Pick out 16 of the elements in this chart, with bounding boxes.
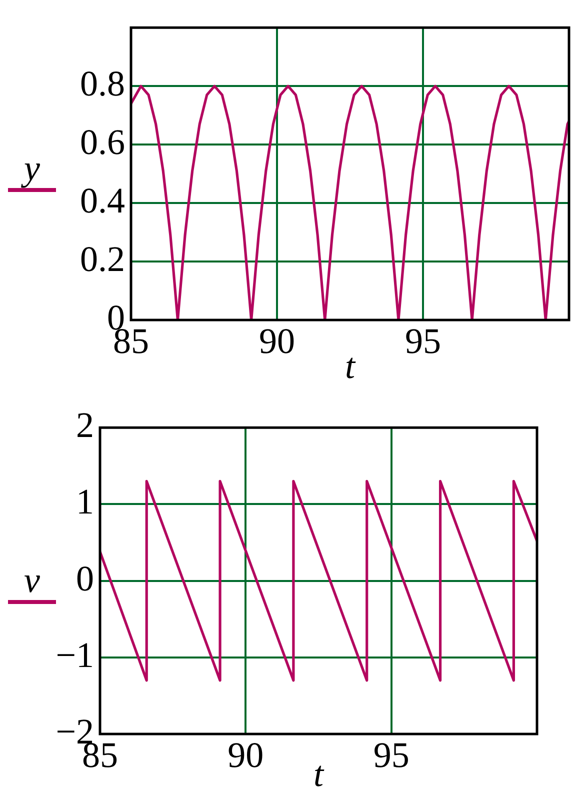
- y-axis-title: y: [8, 148, 56, 192]
- y-axis-title: v: [8, 560, 56, 604]
- y-tick-label: 2: [76, 405, 94, 446]
- y-tick-label: 0: [76, 558, 94, 598]
- x-tick-label: 95: [405, 321, 441, 362]
- y-tick-label: 0.8: [80, 64, 125, 104]
- x-tick-label: 95: [373, 735, 410, 776]
- x-tick-label: 90: [228, 735, 264, 776]
- y-tick-label: 0.2: [80, 238, 125, 279]
- y-tick-label: 0.4: [80, 180, 125, 220]
- x-axis-title: t: [313, 754, 324, 794]
- y-tick-label: 0.6: [80, 122, 125, 162]
- x-tick-label: 90: [259, 321, 295, 362]
- y-tick-label: 1: [76, 482, 94, 522]
- x-axis-title: t: [344, 346, 356, 386]
- y-tick-label: −1: [56, 634, 94, 675]
